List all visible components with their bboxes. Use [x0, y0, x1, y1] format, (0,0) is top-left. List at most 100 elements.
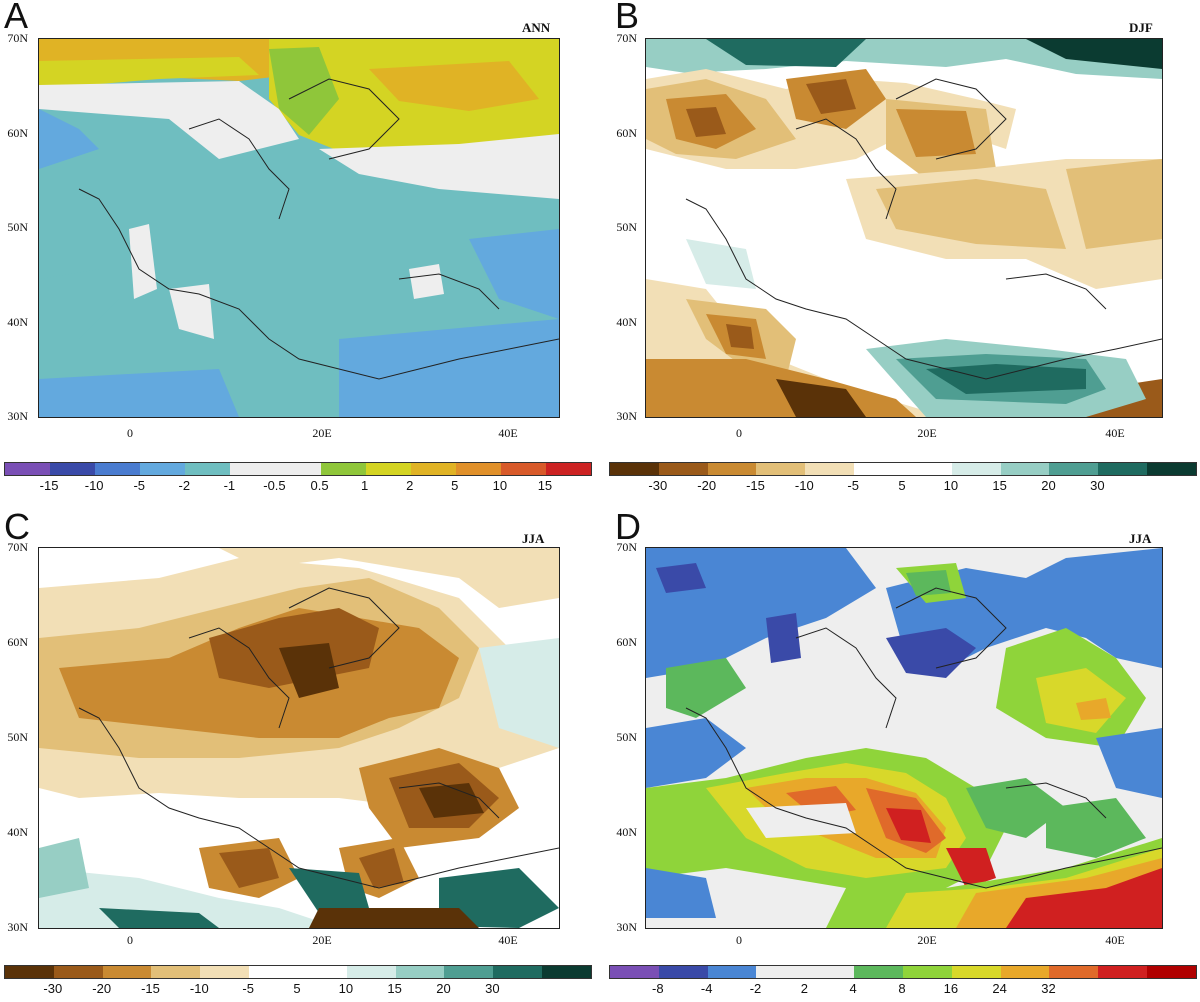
colorbar-segment	[805, 463, 855, 475]
panel-letter: A	[4, 0, 29, 36]
lon-label: 20E	[312, 933, 332, 947]
map-area	[38, 38, 560, 418]
lat-label: 50N	[7, 730, 28, 744]
colorbar-segment	[500, 463, 546, 475]
colorbar-segment	[542, 966, 591, 978]
colorbar-segment	[5, 966, 54, 978]
colorbar-label: -5	[847, 478, 859, 493]
colorbar-segment	[610, 463, 659, 475]
lat-label: 40N	[7, 315, 28, 329]
colorbar-label: 10	[492, 478, 508, 493]
colorbar-segment	[951, 966, 1001, 978]
colorbar-segment	[756, 463, 806, 475]
lon-label: 0	[127, 933, 133, 947]
colorbar-label: -15	[141, 981, 160, 996]
map-field	[39, 548, 559, 928]
season-label: DJF	[1129, 20, 1153, 35]
colorbar-segment	[230, 463, 276, 475]
map-field	[646, 39, 1162, 417]
colorbar-segment	[902, 966, 952, 978]
lat-label: 30N	[7, 920, 28, 934]
colorbar-label: -30	[648, 478, 668, 493]
lon-label: 40E	[498, 933, 518, 947]
colorbar-labels: -15 -10 -5 -2 -1 -0.5 0.5 1 2 5 10 15	[4, 478, 590, 494]
colorbar-label: -10	[794, 478, 814, 493]
colorbar	[609, 965, 1197, 979]
colorbar-segment	[707, 463, 757, 475]
colorbar-segment	[951, 463, 1001, 475]
colorbar-label: 20	[1041, 478, 1056, 493]
colorbar-label: 30	[1090, 478, 1105, 493]
colorbar-labels: -8 -4 -2 2 4 8 16 24 32	[609, 981, 1195, 997]
colorbar-labels: -30 -20 -15 -10 -5 5 10 15 20 30	[609, 478, 1195, 494]
lat-label: 40N	[616, 315, 637, 329]
colorbar-label: -10	[84, 478, 104, 493]
colorbar-segment	[1049, 966, 1099, 978]
colorbar-label: -8	[652, 981, 664, 996]
colorbar-label: 16	[943, 981, 959, 996]
colorbar-segment	[1098, 463, 1148, 475]
colorbar-label: 15	[537, 478, 553, 493]
colorbar-label: 2	[800, 981, 808, 996]
lon-label: 20E	[917, 933, 937, 947]
map-area	[38, 547, 560, 929]
colorbar-label: 4	[849, 981, 857, 996]
colorbar-segment	[50, 463, 96, 475]
colorbar-label: 10	[338, 981, 354, 996]
colorbar-label: 5	[451, 478, 459, 493]
lat-label: 70N	[7, 540, 28, 554]
lon-label: 0	[127, 426, 133, 440]
season-label: JJA	[1129, 531, 1152, 546]
colorbar-label: 20	[436, 981, 451, 996]
season-label: ANN	[522, 20, 551, 35]
colorbar-label: 15	[992, 478, 1007, 493]
colorbar-segment	[854, 463, 903, 475]
lon-label: 0	[736, 933, 742, 947]
colorbar-label: -5	[242, 981, 254, 996]
colorbar-segment	[5, 463, 51, 475]
season-label: JJA	[522, 531, 545, 546]
lon-label: 20E	[917, 426, 937, 440]
panel-a: A ANN 70N 60N 50N 40N 30N 0	[0, 0, 600, 500]
colorbar-label: 2	[406, 478, 414, 493]
lat-label: 70N	[7, 31, 28, 45]
lat-label: 50N	[7, 220, 28, 234]
colorbar-segment	[545, 463, 592, 475]
map-area	[645, 547, 1163, 929]
lat-label: 30N	[7, 409, 28, 423]
colorbar-labels: -30 -20 -15 -10 -5 5 10 15 20 30	[4, 981, 590, 997]
colorbar-segment	[1147, 463, 1196, 475]
colorbar-label: -10	[189, 981, 209, 996]
panel-letter: D	[615, 506, 641, 547]
colorbar-segment	[320, 463, 366, 475]
colorbar-segment	[297, 966, 347, 978]
colorbar-segment	[275, 463, 321, 475]
lon-label: 20E	[312, 426, 332, 440]
colorbar-label: 32	[1041, 981, 1056, 996]
panel-b: B DJF	[605, 0, 1200, 500]
colorbar-label: -4	[700, 981, 713, 996]
colorbar-segment	[455, 463, 501, 475]
colorbar-label: -0.5	[263, 478, 286, 493]
colorbar-label: -2	[178, 478, 191, 493]
colorbar-label: -20	[92, 981, 112, 996]
colorbar-label: 30	[485, 981, 500, 996]
colorbar-label: 5	[293, 981, 301, 996]
colorbar-segment	[902, 463, 952, 475]
colorbar-label: 0.5	[310, 478, 329, 493]
colorbar-label: 1	[360, 478, 369, 493]
colorbar-label: 5	[898, 478, 906, 493]
colorbar-segment	[610, 966, 659, 978]
colorbar-segment	[365, 463, 411, 475]
lat-label: 60N	[616, 635, 637, 649]
colorbar	[4, 965, 592, 979]
colorbar-segment	[102, 966, 152, 978]
colorbar-segment	[658, 966, 708, 978]
colorbar-segment	[1147, 966, 1196, 978]
lat-label: 60N	[7, 126, 28, 140]
lat-label: 70N	[616, 31, 637, 45]
lon-label: 40E	[498, 426, 518, 440]
lat-label: 40N	[616, 825, 637, 839]
panel-c: C JJA	[0, 505, 600, 1002]
colorbar-segment	[805, 966, 855, 978]
